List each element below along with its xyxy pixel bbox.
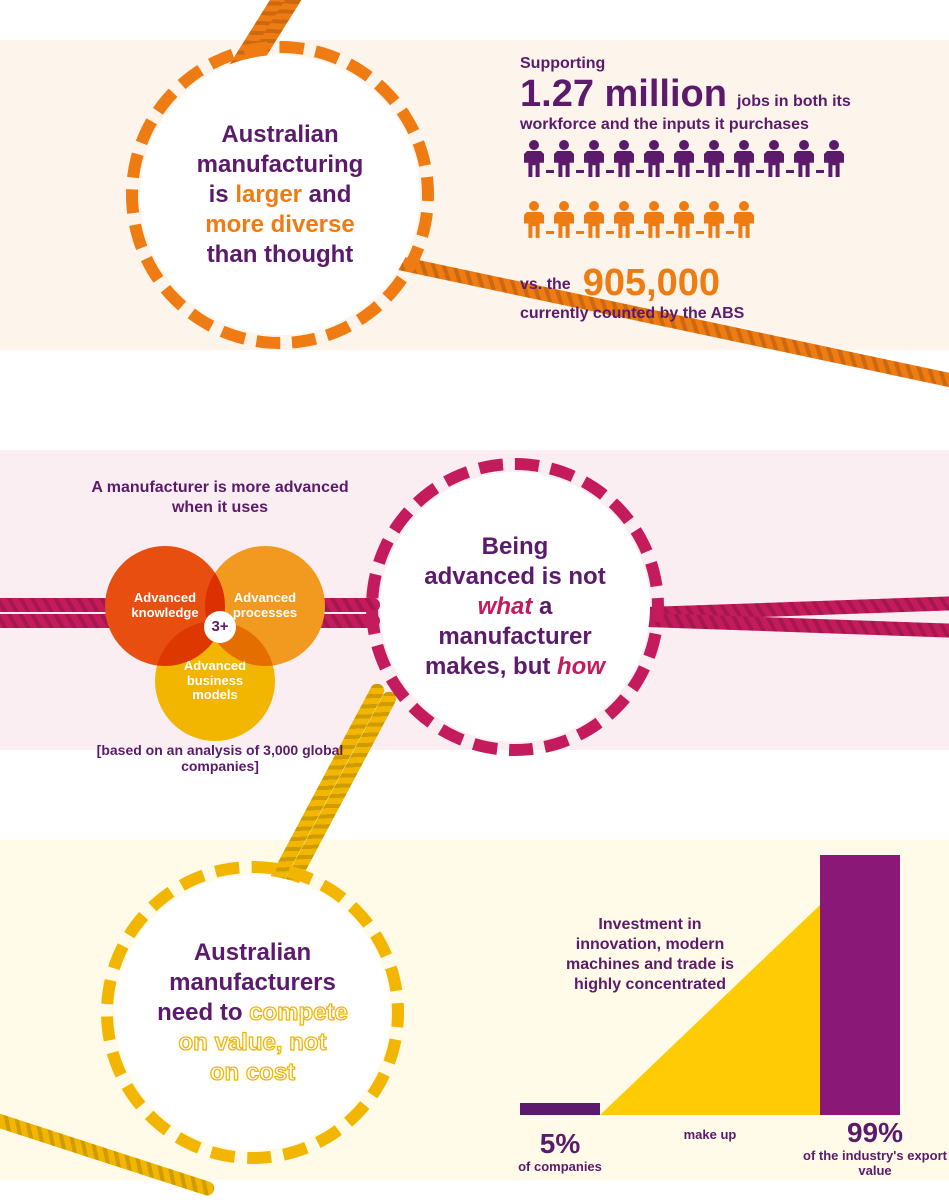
chart-middle-label: make up (650, 1128, 770, 1143)
jobs-desc-primary: workforce and the inputs it purchases (520, 116, 920, 134)
person-icon (700, 201, 728, 245)
section-compete-value: Australian manufacturers need to compete… (0, 800, 949, 1200)
headline-text-3: Australian manufacturers need to compete… (133, 938, 372, 1088)
person-icon (610, 201, 638, 245)
person-icon (610, 140, 638, 184)
person-icon (550, 201, 578, 245)
venn-title: A manufacturer is more advanced when it … (90, 478, 350, 518)
person-icon (700, 140, 728, 184)
person-icon (670, 140, 698, 184)
jobs-desc-secondary: currently counted by the ABS (520, 305, 920, 323)
section-larger-diverse: Australian manufacturing is larger and m… (0, 0, 949, 400)
headline-text-2: Being advanced is not what a manufacture… (380, 532, 650, 682)
person-icon (580, 201, 608, 245)
jobs-stats: Supporting 1.27 million jobs in both its… (520, 55, 920, 323)
people-icons-secondary (520, 201, 920, 252)
chart-bar-small (520, 1103, 600, 1115)
person-icon (580, 140, 608, 184)
jobs-count-secondary: vs. the 905,000 (520, 262, 920, 305)
person-icon (550, 140, 578, 184)
person-icon (760, 140, 788, 184)
person-icon (670, 201, 698, 245)
person-icon (640, 201, 668, 245)
concentration-chart: Investment in innovation, modern machine… (500, 865, 910, 1175)
chart-bar-big (820, 855, 900, 1115)
chart-triangle (600, 905, 820, 1115)
person-icon (790, 140, 818, 184)
person-icon (820, 140, 848, 184)
chart-left-label: 5% of companies (495, 1128, 625, 1175)
venn-center-label: 3+ (204, 611, 236, 643)
headline-circle-3: Australian manufacturers need to compete… (115, 875, 390, 1150)
person-icon (730, 201, 758, 245)
headline-text-1: Australian manufacturing is larger and m… (173, 120, 388, 270)
headline-circle-2: Being advanced is not what a manufacture… (380, 472, 650, 742)
person-icon (520, 201, 548, 245)
person-icon (730, 140, 758, 184)
chart-right-label: 99% of the industry's export value (800, 1117, 949, 1179)
person-icon (640, 140, 668, 184)
supporting-label: Supporting (520, 55, 920, 73)
venn-footnote: [based on an analysis of 3,000 global co… (90, 742, 350, 774)
headline-circle-1: Australian manufacturing is larger and m… (140, 55, 420, 335)
people-icons-primary (520, 140, 920, 191)
section-advanced: A manufacturer is more advanced when it … (0, 430, 949, 770)
venn-diagram: A manufacturer is more advanced when it … (90, 478, 350, 774)
jobs-count-primary: 1.27 million jobs in both its (520, 73, 920, 116)
person-icon (520, 140, 548, 184)
